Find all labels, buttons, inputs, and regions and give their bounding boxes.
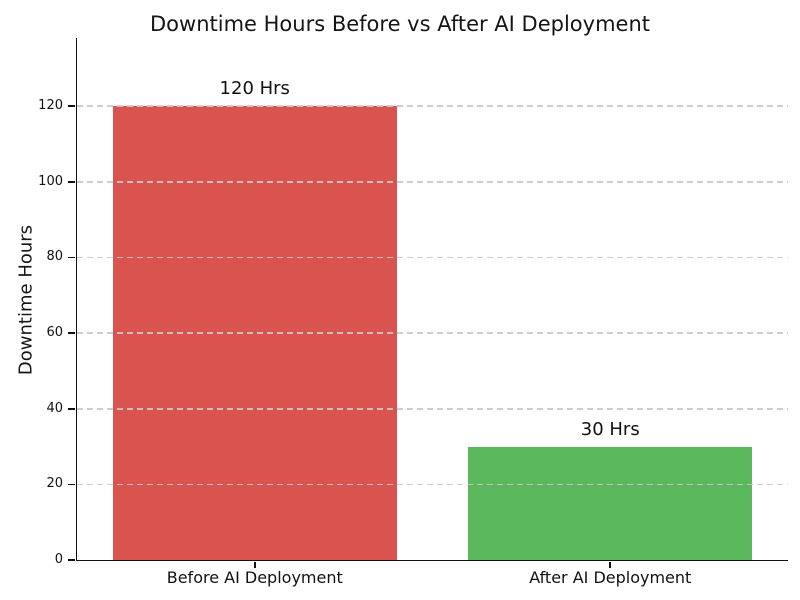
y-tick-mark-80 bbox=[68, 256, 75, 259]
y-tick-mark-0 bbox=[68, 559, 75, 561]
bar-value-label-before-ai-deployment: 120 Hrs bbox=[219, 78, 290, 100]
y-tick-mark-60 bbox=[68, 332, 75, 334]
y-tick-mark-100 bbox=[68, 180, 75, 183]
x-tick-label-after-ai-deployment: After AI Deployment bbox=[529, 568, 692, 587]
gridline-100 bbox=[77, 180, 788, 183]
gridline-60 bbox=[77, 332, 788, 334]
y-tick-label-60: 60 bbox=[46, 325, 63, 341]
y-tick-label-40: 40 bbox=[46, 400, 63, 416]
x-tick-label-before-ai-deployment: Before AI Deployment bbox=[166, 568, 343, 587]
gridline-20 bbox=[77, 483, 788, 486]
plot-area: 120 Hrs Before AI Deployment 30 Hrs After A… bbox=[38, 38, 788, 587]
chart-title: Downtime Hours Before vs After AI Deploy… bbox=[150, 12, 650, 36]
x-tick-mark-before-ai-deployment bbox=[253, 562, 256, 568]
y-tick-label-0: 0 bbox=[54, 552, 63, 567]
gridline-40 bbox=[77, 407, 788, 410]
y-tick-label-80: 80 bbox=[46, 249, 63, 265]
y-tick-label-120: 120 bbox=[38, 98, 63, 114]
y-axis-label: Downtime Hours bbox=[15, 224, 37, 376]
bar-after-ai-deployment bbox=[468, 446, 753, 560]
bar-value-label-after-ai-deployment: 30 Hrs bbox=[580, 418, 640, 440]
y-tick-label-20: 20 bbox=[46, 476, 63, 492]
y-tick-mark-120 bbox=[68, 105, 75, 107]
gridline-120 bbox=[77, 105, 788, 107]
x-tick-mark-after-ai-deployment bbox=[609, 562, 612, 568]
y-tick-mark-20 bbox=[68, 483, 75, 486]
y-tick-label-100: 100 bbox=[38, 173, 63, 189]
y-tick-mark-40 bbox=[68, 407, 75, 410]
gridline-80 bbox=[77, 256, 788, 259]
